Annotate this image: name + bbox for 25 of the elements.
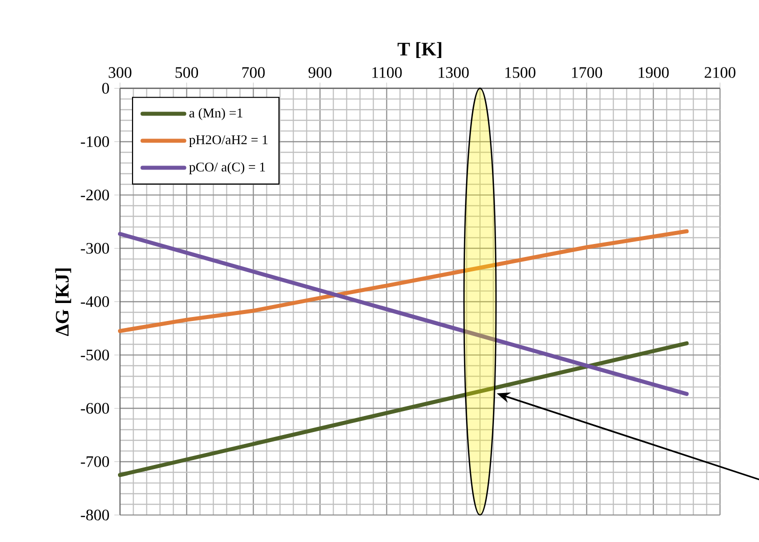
line-series (118, 229, 689, 333)
y-tick-label: -800 (80, 510, 109, 520)
x-axis-title: T [K] (398, 42, 442, 58)
y-axis-title: ΔG [KJ] (55, 268, 72, 336)
legend-label: pH2O/aH2 = 1 (189, 135, 268, 147)
y-tick-label: 0 (102, 82, 109, 94)
y-tick-label: -500 (80, 350, 109, 360)
x-tick-label: 1500 (505, 67, 536, 78)
x-tick-label: 900 (308, 67, 332, 78)
y-tick-label: -700 (80, 456, 109, 468)
y-tick-label: -400 (80, 296, 109, 308)
y-tick-label: -600 (80, 402, 109, 414)
x-tick-label: 500 (176, 67, 198, 78)
x-tick-label: 1300 (438, 67, 469, 78)
y-tick-label: -100 (80, 136, 109, 148)
legend-label: a (Mn) =1 (189, 108, 242, 120)
y-tick-label: -200 (80, 190, 109, 200)
x-tick-label: 700 (242, 67, 265, 78)
x-tick-label: 1100 (372, 67, 402, 78)
x-tick-label: 1900 (638, 67, 669, 78)
x-tick-label: 2100 (704, 67, 736, 78)
y-tick-label: -300 (80, 242, 109, 254)
x-tick-label: 300 (108, 67, 132, 78)
x-tick-label: 1700 (572, 67, 602, 78)
legend-label: pCO/ a(C) = 1 (189, 162, 265, 174)
